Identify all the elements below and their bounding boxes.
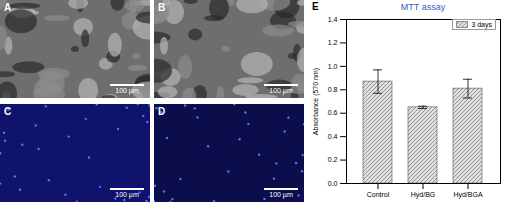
html-text:100 µm: 100 µm: [115, 87, 139, 94]
svg-text:0.4: 0.4: [328, 133, 338, 140]
svg-text:1.2: 1.2: [328, 39, 338, 46]
svg-text:0.0: 0.0: [328, 180, 338, 187]
svg-text:Hyd/BGA: Hyd/BGA: [453, 191, 483, 199]
html-text:MTT assay: MTT assay: [400, 2, 446, 12]
html-text:D: D: [158, 106, 166, 117]
html-text:100 µm: 100 µm: [115, 191, 139, 198]
html-text:C: C: [4, 106, 12, 117]
svg-text:0.8: 0.8: [328, 86, 338, 93]
svg-text:Absorbance (570 nm): Absorbance (570 nm): [312, 68, 320, 135]
html-text:100 µm: 100 µm: [269, 191, 293, 198]
svg-text:1.0: 1.0: [328, 63, 338, 70]
html-text:100 µm: 100 µm: [269, 87, 293, 94]
html-text:E: E: [312, 1, 319, 12]
html-text:B: B: [158, 2, 166, 13]
svg-text:Control: Control: [367, 191, 390, 198]
svg-text:1.4: 1.4: [328, 16, 338, 23]
svg-text:Hyd/BG: Hyd/BG: [411, 191, 436, 199]
html-text:A: A: [4, 2, 12, 13]
svg-text:0.6: 0.6: [328, 109, 338, 116]
html-text:3 days: 3 days: [471, 21, 492, 28]
svg-text:0.2: 0.2: [328, 156, 338, 163]
